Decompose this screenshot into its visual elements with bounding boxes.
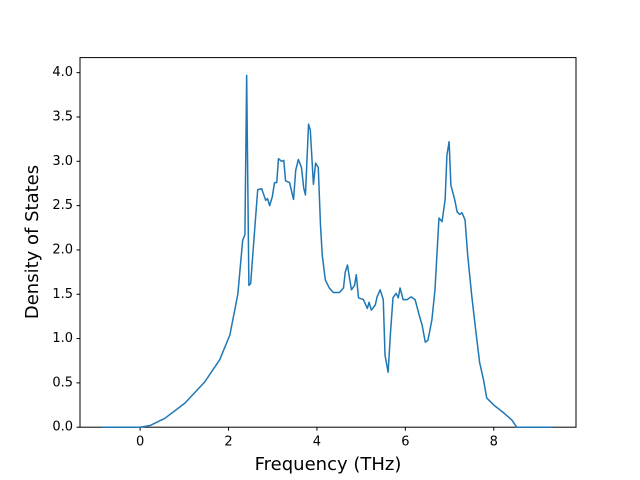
y-tick-label: 4.0 — [52, 65, 73, 80]
y-tick-label: 2.5 — [52, 198, 73, 213]
x-tick-label: 6 — [401, 435, 409, 450]
y-tick-label: 1.0 — [52, 331, 73, 346]
y-tick-label: 3.0 — [52, 154, 73, 169]
y-tick-label: 0.5 — [52, 375, 73, 390]
x-tick-label: 4 — [313, 435, 321, 450]
x-tick-label: 2 — [224, 435, 232, 450]
x-tick-label: 0 — [136, 435, 144, 450]
plot-frame — [79, 57, 577, 428]
x-axis-label: Frequency (THz) — [255, 454, 402, 475]
line-series — [102, 74, 553, 428]
y-tick-label: 1.5 — [52, 287, 73, 302]
y-axis-label: Density of States — [22, 165, 43, 319]
y-tick-label: 3.5 — [52, 109, 73, 124]
y-tick-label: 2.0 — [52, 242, 73, 257]
y-tick-label: 0.0 — [52, 420, 73, 435]
x-tick-label: 8 — [490, 435, 498, 450]
